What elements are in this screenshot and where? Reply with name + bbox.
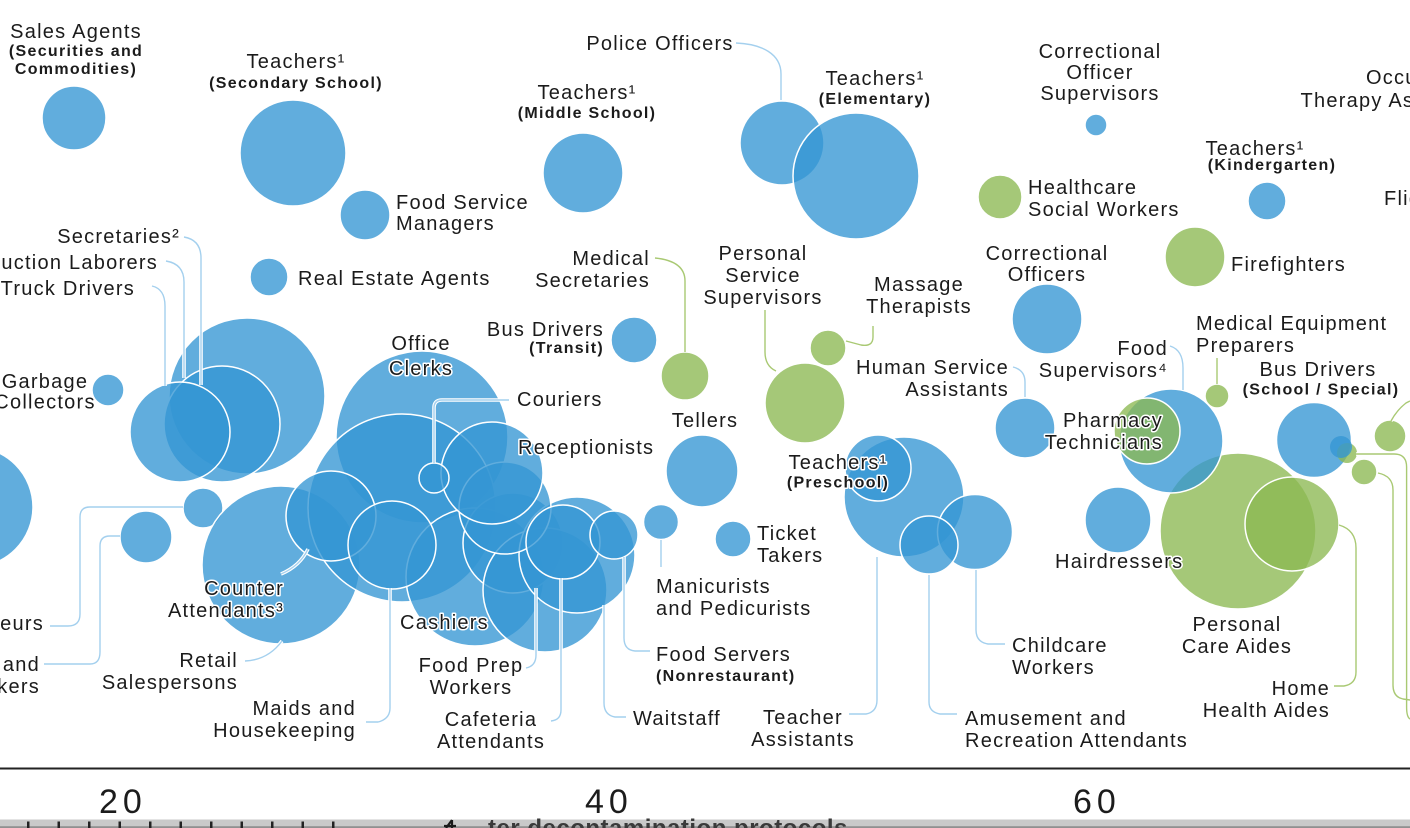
svg-text:Medical Equipment: Medical Equipment	[1196, 313, 1387, 335]
svg-text:(Secondary School): (Secondary School)	[209, 75, 383, 92]
svg-text:Police Officers: Police Officers	[586, 33, 733, 55]
svg-text:Cafeteria: Cafeteria	[445, 709, 537, 731]
svg-text:Commodities): Commodities)	[15, 61, 137, 78]
svg-text:Technicians: Technicians	[1045, 432, 1163, 454]
svg-text:Supervisors⁴: Supervisors⁴	[1039, 360, 1168, 382]
svg-text:Officer: Officer	[1066, 62, 1133, 84]
svg-text:Receptionists: Receptionists	[518, 437, 654, 459]
svg-text:Bus Drivers: Bus Drivers	[1259, 359, 1376, 381]
svg-text:Manicurists: Manicurists	[656, 576, 771, 598]
svg-text:Garbage: Garbage	[2, 371, 89, 393]
svg-text:(Elementary): (Elementary)	[819, 91, 932, 108]
svg-text:and Pedicurists: and Pedicurists	[656, 598, 812, 620]
svg-text:Waitstaff: Waitstaff	[633, 708, 721, 730]
svg-text:Assistants: Assistants	[751, 729, 855, 751]
svg-text:(Preschool): (Preschool)	[787, 475, 889, 492]
svg-text:Secretaries²: Secretaries²	[57, 226, 180, 248]
svg-text:Housekeeping: Housekeeping	[213, 720, 356, 742]
svg-text:ter decontamination protocols: ter decontamination protocols	[488, 815, 848, 828]
svg-text:Bus Drivers: Bus Drivers	[487, 319, 604, 341]
svg-text:Supervisors: Supervisors	[703, 287, 822, 309]
svg-text:(Nonrestaurant): (Nonrestaurant)	[656, 668, 796, 685]
svg-text:Food Service: Food Service	[396, 192, 529, 214]
svg-text:Pharmacy: Pharmacy	[1063, 410, 1163, 432]
svg-text:Occupational: Occupational	[1366, 67, 1410, 89]
svg-text:Workers: Workers	[1012, 657, 1095, 679]
svg-text:Service: Service	[725, 265, 800, 287]
svg-text:Real Estate Agents: Real Estate Agents	[298, 268, 491, 290]
svg-text:Therapists: Therapists	[866, 296, 972, 318]
svg-text:Chauffeurs: Chauffeurs	[0, 613, 44, 635]
svg-text:Sales Agents: Sales Agents	[10, 21, 142, 43]
svg-text:Teachers¹: Teachers¹	[1205, 138, 1304, 160]
svg-text:Food Servers: Food Servers	[656, 644, 791, 666]
svg-text:Workers: Workers	[430, 677, 513, 699]
svg-text:Ticket: Ticket	[757, 523, 817, 545]
svg-text:Amusement and: Amusement and	[965, 708, 1127, 730]
svg-text:Flight: Flight	[1384, 188, 1410, 210]
svg-text:Human Service: Human Service	[856, 357, 1009, 379]
svg-text:Counter: Counter	[204, 578, 284, 600]
svg-text:Therapy Assistants: Therapy Assistants	[1301, 90, 1410, 112]
svg-text:Cashiers: Cashiers	[400, 612, 489, 634]
svg-text:Home: Home	[1272, 678, 1330, 700]
svg-text:Salespersons: Salespersons	[102, 672, 238, 694]
svg-text:(Transit): (Transit)	[529, 340, 604, 357]
svg-text:Takers: Takers	[757, 545, 823, 567]
svg-text:(School / Special): (School / Special)	[1243, 382, 1400, 399]
svg-text:Childcare: Childcare	[1012, 635, 1108, 657]
svg-text:Healthcare: Healthcare	[1028, 177, 1137, 199]
svg-text:kers: kers	[0, 676, 40, 698]
svg-text:Recreation Attendants: Recreation Attendants	[965, 730, 1188, 752]
svg-text:Collectors: Collectors	[0, 392, 96, 414]
svg-text:Care Aides: Care Aides	[1182, 636, 1292, 658]
svg-text:Teachers¹: Teachers¹	[825, 68, 924, 90]
svg-text:Couriers: Couriers	[517, 389, 603, 411]
svg-text:Personal: Personal	[1193, 614, 1282, 636]
svg-text:Correctional: Correctional	[986, 243, 1109, 265]
svg-text:Retail: Retail	[179, 650, 238, 672]
svg-text:Secretaries: Secretaries	[535, 270, 650, 292]
svg-text:60: 60	[1073, 783, 1121, 821]
svg-text:(Kindergarten): (Kindergarten)	[1208, 157, 1336, 174]
svg-text:Food: Food	[1117, 338, 1168, 360]
svg-text:Attendants³: Attendants³	[168, 600, 284, 622]
svg-text:Firefighters: Firefighters	[1231, 254, 1346, 276]
svg-text:40: 40	[585, 783, 633, 821]
svg-text:Officers: Officers	[1008, 264, 1087, 286]
svg-text:Teachers¹: Teachers¹	[788, 452, 887, 474]
svg-text:20: 20	[99, 783, 147, 821]
svg-text:Massage: Massage	[874, 274, 964, 296]
svg-text:Teachers¹: Teachers¹	[537, 82, 636, 104]
svg-text:Tellers: Tellers	[672, 410, 739, 432]
svg-text:Managers: Managers	[396, 213, 495, 235]
svg-text:Office: Office	[391, 333, 450, 355]
svg-text:Teachers¹: Teachers¹	[246, 51, 345, 73]
svg-text:(Securities and: (Securities and	[9, 43, 143, 60]
svg-text:Personal: Personal	[719, 243, 808, 265]
svg-text:Maids and: Maids and	[252, 698, 356, 720]
svg-text:Supervisors: Supervisors	[1040, 83, 1159, 105]
svg-text:Social Workers: Social Workers	[1028, 199, 1180, 221]
svg-text:Attendants: Attendants	[437, 731, 545, 753]
svg-text:Construction Laborers: Construction Laborers	[0, 252, 158, 274]
svg-text:Clerks: Clerks	[389, 358, 453, 380]
svg-text:and: and	[3, 654, 40, 676]
svg-text:Correctional: Correctional	[1039, 41, 1162, 63]
svg-text:Hairdressers: Hairdressers	[1055, 551, 1183, 573]
svg-text:Preparers: Preparers	[1196, 335, 1295, 357]
svg-text:(Middle School): (Middle School)	[518, 105, 657, 122]
svg-text:Medical: Medical	[572, 248, 650, 270]
svg-text:Food Prep: Food Prep	[419, 655, 524, 677]
svg-text:Assistants: Assistants	[905, 379, 1009, 401]
svg-text:Health Aides: Health Aides	[1203, 700, 1330, 722]
svg-text:Truck Drivers: Truck Drivers	[1, 278, 135, 300]
svg-text:Teacher: Teacher	[763, 707, 843, 729]
